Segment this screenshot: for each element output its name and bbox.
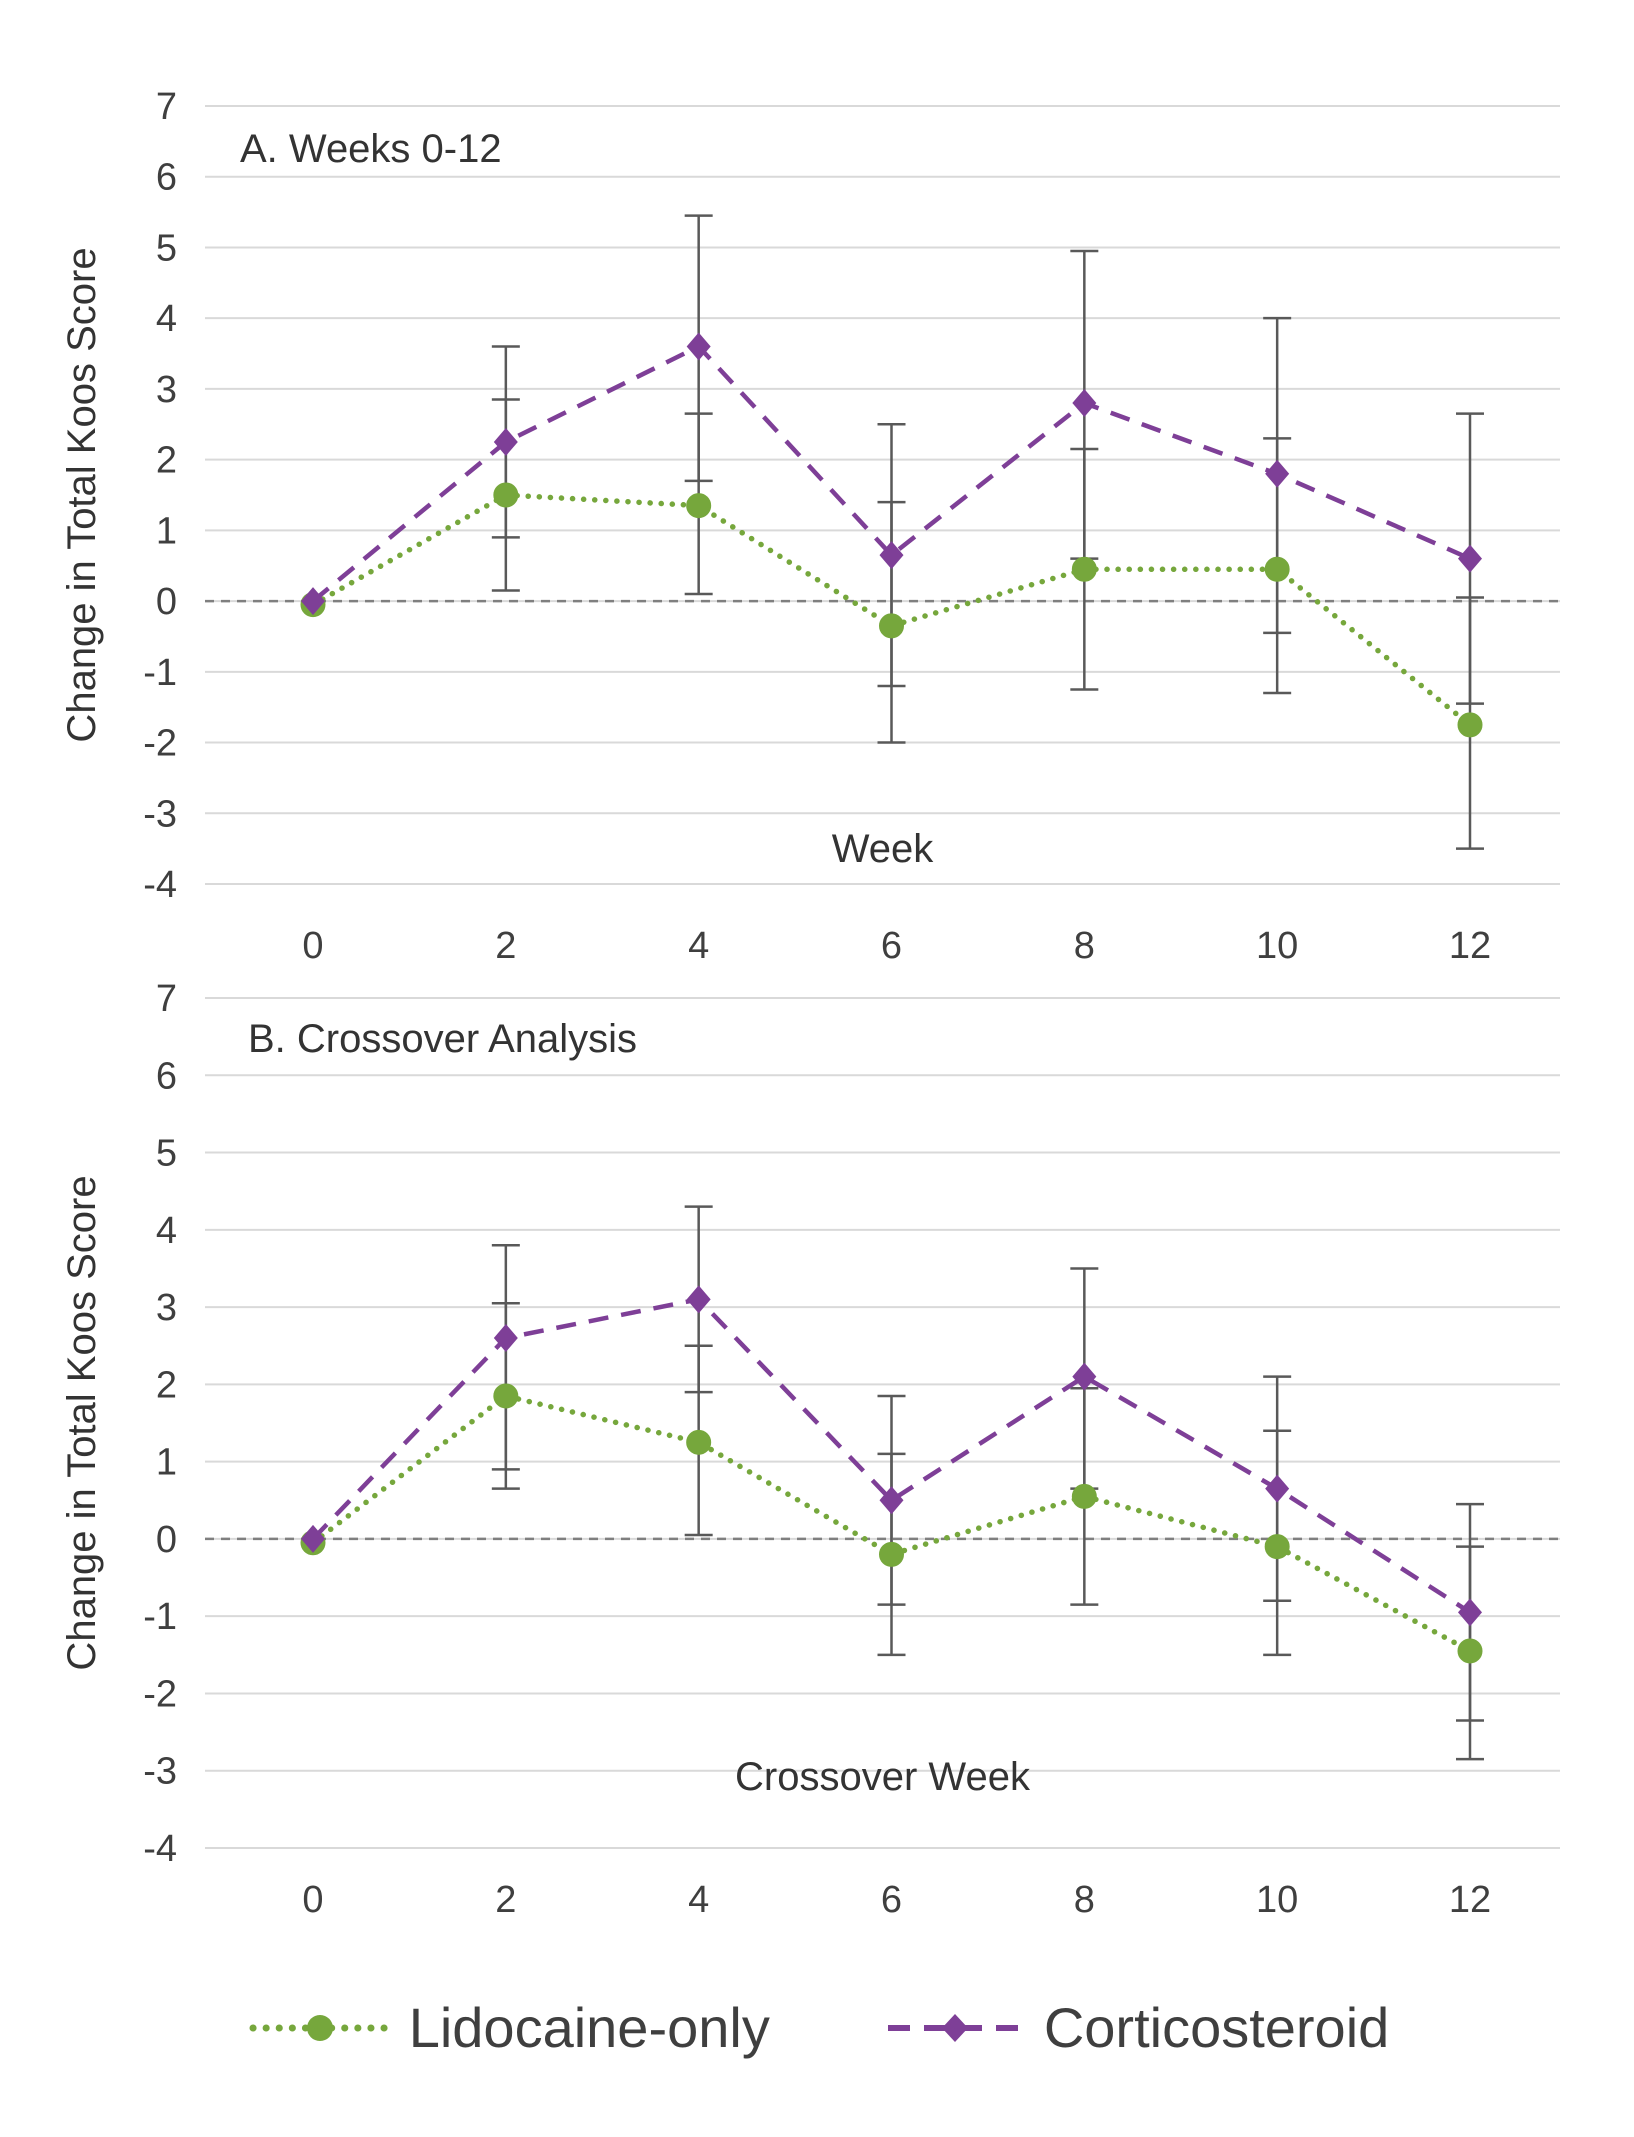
- y-tick-label: -4: [143, 864, 177, 906]
- y-tick-label: 5: [156, 1133, 177, 1175]
- data-point-marker: [1071, 556, 1097, 582]
- data-point-marker: [1457, 1638, 1483, 1664]
- data-point-marker: [1264, 1534, 1290, 1560]
- x-tick-label: 6: [881, 925, 902, 967]
- x-tick-label: 12: [1449, 1879, 1491, 1921]
- data-point-marker: [1265, 459, 1290, 488]
- y-tick-label: 1: [156, 1442, 177, 1484]
- x-tick-label: 10: [1256, 1879, 1298, 1921]
- data-point-marker: [301, 587, 325, 616]
- data-point-marker: [1458, 544, 1482, 573]
- data-point-marker: [879, 1486, 904, 1515]
- x-tick-label: 10: [1256, 925, 1298, 967]
- data-point-marker: [686, 1285, 711, 1314]
- legend-label-lidocaine: Lidocaine-only: [408, 1996, 770, 2059]
- y-tick-label: 4: [156, 1210, 177, 1252]
- data-point-marker: [1457, 712, 1483, 738]
- y-tick-label: 5: [156, 227, 177, 269]
- x-tick-label: 4: [688, 1879, 709, 1921]
- data-point-marker: [686, 493, 712, 519]
- data-point-marker: [1072, 1362, 1097, 1391]
- legend-label-corticosteroid: Corticosteroid: [1043, 1996, 1390, 2059]
- y-tick-label: 4: [156, 298, 177, 340]
- x-tick-label: 4: [688, 925, 709, 967]
- data-point-marker: [493, 427, 518, 456]
- y-tick-label: -4: [143, 1828, 177, 1870]
- y-tick-label: -2: [143, 1673, 177, 1715]
- y-tick-label: -2: [143, 723, 177, 765]
- legend-item-lidocaine: Lidocaine-only: [245, 1995, 770, 2060]
- y-tick-label: 2: [156, 440, 177, 482]
- x-tick-label: 2: [495, 1879, 516, 1921]
- data-point-marker: [1458, 1598, 1482, 1627]
- y-tick-label: 7: [156, 86, 177, 128]
- legend: Lidocaine-only Corticosteroid: [0, 1995, 1634, 2060]
- data-point-marker: [1264, 556, 1290, 582]
- data-point-marker: [686, 1429, 712, 1455]
- x-tick-label: 0: [302, 925, 323, 967]
- data-point-marker: [301, 1524, 325, 1553]
- panel-title: B. Crossover Analysis: [248, 1017, 637, 1061]
- y-axis-title: Change in Total Koos Score: [60, 1175, 104, 1670]
- data-point-marker: [493, 1383, 519, 1409]
- y-tick-label: 3: [156, 369, 177, 411]
- y-tick-label: 0: [156, 581, 177, 623]
- y-tick-label: 6: [156, 1055, 177, 1097]
- data-point-marker: [1072, 389, 1097, 418]
- x-axis-title: Crossover Week: [735, 1755, 1031, 1799]
- y-tick-label: 3: [156, 1287, 177, 1329]
- data-point-marker: [879, 541, 904, 570]
- y-tick-label: 2: [156, 1364, 177, 1406]
- data-point-marker: [879, 1541, 904, 1567]
- data-point-marker: [493, 482, 519, 508]
- y-tick-label: 1: [156, 510, 177, 552]
- legend-item-corticosteroid: Corticosteroid: [880, 1995, 1389, 2060]
- data-point-marker: [1265, 1474, 1290, 1503]
- x-tick-label: 0: [302, 1879, 323, 1921]
- panel-title: A. Weeks 0-12: [240, 127, 502, 171]
- corticosteroid-dashed-line-icon: [887, 2013, 1022, 2042]
- y-tick-label: 7: [156, 978, 177, 1020]
- x-tick-label: 8: [1074, 925, 1095, 967]
- y-tick-label: -3: [143, 793, 177, 835]
- data-point-marker: [879, 613, 904, 639]
- x-tick-label: 6: [881, 1879, 902, 1921]
- x-axis-title: Week: [832, 827, 935, 871]
- y-tick-label: 6: [156, 157, 177, 199]
- data-point-marker: [1071, 1483, 1097, 1509]
- x-tick-label: 2: [495, 925, 516, 967]
- y-tick-label: -1: [143, 1596, 177, 1638]
- x-tick-label: 12: [1449, 925, 1491, 967]
- x-tick-label: 8: [1074, 1879, 1095, 1921]
- y-tick-label: -3: [143, 1751, 177, 1793]
- lidocaine-dotted-line-icon: [249, 2014, 391, 2041]
- y-axis-title: Change in Total Koos Score: [60, 247, 104, 742]
- data-point-marker: [686, 332, 711, 361]
- y-tick-label: -1: [143, 652, 177, 694]
- y-tick-label: 0: [156, 1519, 177, 1561]
- data-point-marker: [493, 1324, 518, 1352]
